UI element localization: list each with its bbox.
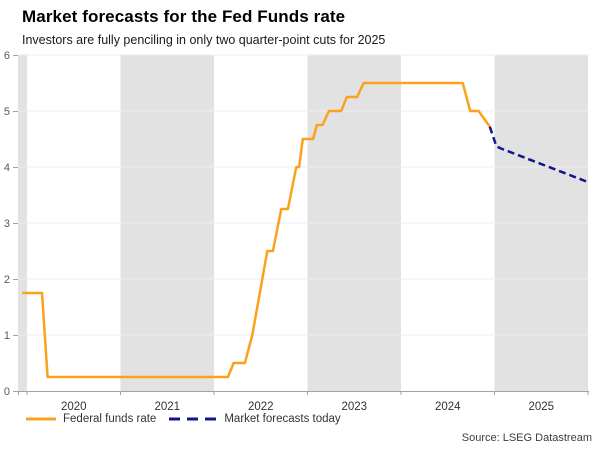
y-tick-label: 2 xyxy=(4,274,10,286)
solid-line-swatch-icon xyxy=(26,417,56,421)
x-tick-label: 2025 xyxy=(528,401,554,413)
dashed-line-swatch-icon xyxy=(169,417,218,421)
gridline-group xyxy=(18,54,589,336)
x-axis xyxy=(18,391,589,395)
legend-label-federal-funds-rate: Federal funds rate xyxy=(63,413,157,425)
y-tick-label: 0 xyxy=(4,386,10,398)
x-tick-label: 2022 xyxy=(248,401,274,413)
x-tick-label: 2020 xyxy=(61,401,87,413)
y-tick-label: 4 xyxy=(4,162,10,174)
y-tick-label: 1 xyxy=(4,330,10,342)
y-tick-label: 6 xyxy=(4,50,10,62)
series-market-forecasts-today xyxy=(488,126,589,184)
x-tick-label: 2023 xyxy=(341,401,367,413)
y-axis-labels: 0 1 2 3 4 5 6 xyxy=(4,50,18,398)
series-federal-funds-rate xyxy=(22,81,491,379)
x-axis-labels: 2020 2021 2022 2023 2024 2025 xyxy=(61,401,554,413)
page-subtitle: Investors are fully penciling in only tw… xyxy=(22,33,386,47)
y-tick-label: 5 xyxy=(4,106,10,118)
page-title: Market forecasts for the Fed Funds rate xyxy=(22,7,346,26)
x-tick-label: 2021 xyxy=(154,401,180,413)
x-tick-label: 2024 xyxy=(435,401,461,413)
legend-label-market-forecasts-today: Market forecasts today xyxy=(224,413,341,425)
chart-legend: Federal funds rate Market forecasts toda… xyxy=(26,413,341,425)
legend-item-federal-funds-rate: Federal funds rate xyxy=(26,413,156,425)
y-tick-label: 3 xyxy=(4,218,10,230)
source-credit: Source: LSEG Datastream xyxy=(461,432,592,444)
legend-item-market-forecasts-today: Market forecasts today xyxy=(169,413,341,425)
